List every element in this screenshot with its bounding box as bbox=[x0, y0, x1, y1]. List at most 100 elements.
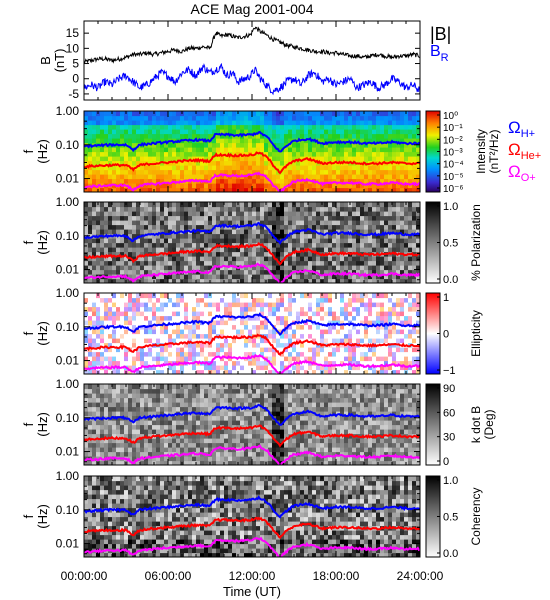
spectrogram-cell bbox=[400, 351, 405, 357]
spectrogram-cell bbox=[240, 138, 245, 144]
spectrogram-cell bbox=[144, 429, 149, 435]
spectrogram-cell bbox=[376, 206, 381, 212]
spectrogram-cell bbox=[252, 360, 257, 366]
spectrogram-cell bbox=[244, 274, 249, 280]
spectrogram-cell bbox=[244, 160, 249, 166]
spectrogram-cell bbox=[284, 206, 289, 212]
spectrogram-cell bbox=[164, 274, 169, 280]
spectrogram-cell bbox=[228, 160, 233, 166]
spectrogram-cell bbox=[176, 215, 181, 221]
spectrogram-cell bbox=[128, 402, 133, 408]
spectrogram-cell bbox=[180, 206, 185, 212]
spectrogram-cell bbox=[224, 338, 229, 344]
spectrogram-cell bbox=[228, 111, 233, 117]
spectrogram-cell bbox=[292, 224, 297, 230]
spectrogram-cell bbox=[332, 302, 337, 308]
spectrogram-cell bbox=[396, 165, 401, 171]
spectrogram-cell bbox=[336, 351, 341, 357]
spectrogram-cell bbox=[240, 211, 245, 217]
spectrogram-cell bbox=[332, 311, 337, 317]
spectrogram-cell bbox=[324, 274, 329, 280]
spectrogram-cell bbox=[144, 151, 149, 157]
spectrogram-cell bbox=[212, 365, 217, 371]
spectrogram-cell bbox=[160, 187, 165, 192]
spectrogram-cell bbox=[272, 120, 277, 126]
colorbar-tick-label: 1 bbox=[443, 292, 449, 304]
spectrogram-cell bbox=[192, 365, 197, 371]
spectrogram-cell bbox=[396, 233, 401, 239]
spectrogram-cell bbox=[296, 206, 301, 212]
spectrogram-cell bbox=[360, 256, 365, 262]
spectrogram-cell bbox=[232, 142, 237, 148]
spectrogram-cell bbox=[372, 206, 377, 212]
spectrogram-cell bbox=[168, 338, 173, 344]
spectrogram-cell bbox=[388, 269, 393, 275]
spectrogram-cell bbox=[392, 142, 397, 148]
spectrogram-cell bbox=[304, 251, 309, 257]
spectrogram-cell bbox=[176, 120, 181, 126]
spectrogram-cell bbox=[396, 324, 401, 330]
spectrogram-cell bbox=[320, 147, 325, 153]
spectrogram-cell bbox=[172, 124, 177, 130]
spectrogram-cell bbox=[140, 297, 145, 303]
spectrogram-cell bbox=[380, 178, 385, 184]
spectrogram-cell bbox=[404, 247, 409, 253]
spectrogram-cell bbox=[380, 365, 385, 371]
spectrogram-cell bbox=[364, 215, 369, 221]
spectrogram-cell bbox=[384, 215, 389, 221]
spectrogram-cell bbox=[104, 333, 109, 339]
spectrogram-cell bbox=[100, 265, 105, 271]
spectrogram-cell bbox=[120, 220, 125, 226]
spectrogram-cell bbox=[132, 415, 137, 421]
spectrogram-cell bbox=[368, 202, 373, 208]
spectrogram-cell bbox=[216, 165, 221, 171]
spectrogram-cell bbox=[232, 242, 237, 248]
spectrogram-cell bbox=[328, 338, 333, 344]
spectrogram-cell bbox=[164, 315, 169, 321]
spectrogram-cell bbox=[232, 178, 237, 184]
spectrogram-cell bbox=[372, 151, 377, 157]
gyrofrequency-legend-subscript: H+ bbox=[521, 128, 535, 140]
spectrogram-cell bbox=[264, 115, 269, 121]
spectrogram-cell bbox=[132, 151, 137, 157]
spectrogram-cell bbox=[384, 265, 389, 271]
spectrogram-cell bbox=[188, 133, 193, 139]
spectrogram-cell bbox=[168, 306, 173, 312]
spectrogram-cell bbox=[112, 338, 117, 344]
spectrogram-cell bbox=[172, 242, 177, 248]
spectrogram-cell bbox=[360, 306, 365, 312]
spectrogram-cell bbox=[208, 151, 213, 157]
spectrogram-cell bbox=[360, 142, 365, 148]
spectrogram-cell bbox=[164, 133, 169, 139]
spectrogram-cell bbox=[392, 324, 397, 330]
spectrogram-cell bbox=[400, 320, 405, 326]
spectrogram-cell bbox=[340, 202, 345, 208]
spectrogram-cell bbox=[400, 233, 405, 239]
spectrogram-cell bbox=[328, 256, 333, 262]
spectrogram-cell bbox=[108, 338, 113, 344]
spectrogram-cell bbox=[316, 183, 321, 189]
spectrogram-cell bbox=[260, 315, 265, 321]
spectrogram-cell bbox=[392, 238, 397, 244]
spectrogram-cell bbox=[204, 202, 209, 208]
spectrogram-cell bbox=[336, 320, 341, 326]
spectrogram-cell bbox=[360, 302, 365, 308]
spectrogram-cell bbox=[84, 215, 89, 221]
spectrogram-cell bbox=[344, 338, 349, 344]
spectrogram-cell bbox=[144, 447, 149, 453]
spectrogram-cell bbox=[404, 360, 409, 366]
spectrogram-cell bbox=[216, 311, 221, 317]
series-line-btotal bbox=[84, 26, 420, 64]
spectrogram-cell bbox=[372, 174, 377, 180]
spectrogram-cell bbox=[184, 260, 189, 266]
spectrogram-cell bbox=[132, 215, 137, 221]
spectrogram-cell bbox=[368, 138, 373, 144]
spectrogram-cell bbox=[196, 269, 201, 275]
spectrogram-cell bbox=[364, 306, 369, 312]
spectrogram-cell bbox=[168, 178, 173, 184]
spectrogram-cell bbox=[408, 265, 413, 271]
spectrogram-cell bbox=[96, 238, 101, 244]
spectrogram-cell bbox=[416, 333, 420, 339]
spectrogram-cell bbox=[260, 142, 265, 148]
